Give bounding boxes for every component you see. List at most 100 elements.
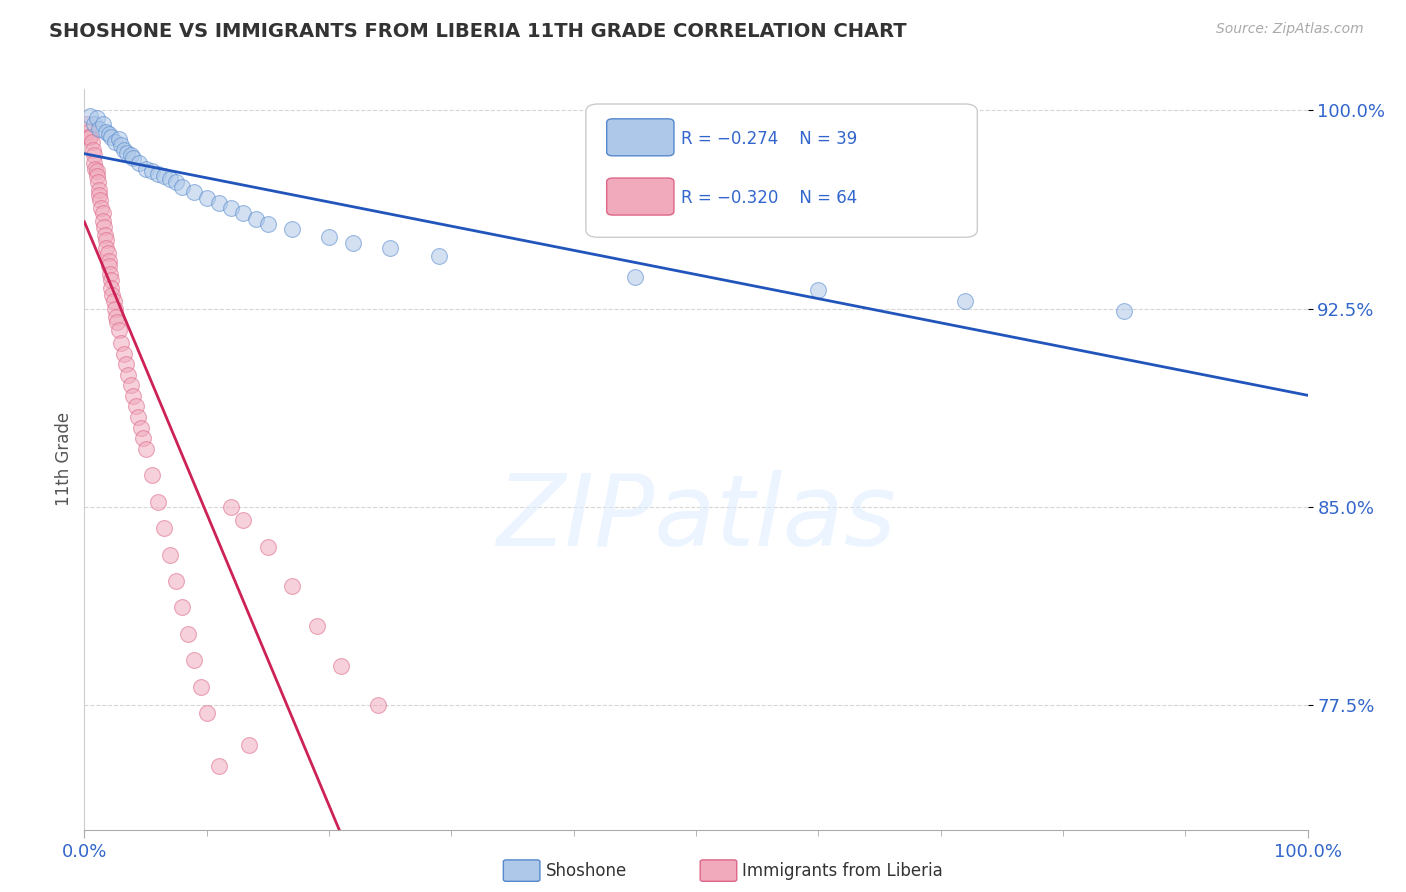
- Point: [342, 235, 364, 250]
- Point: [87, 188, 110, 202]
- Point: [318, 230, 340, 244]
- Point: [100, 129, 122, 144]
- Point: [91, 117, 114, 131]
- Point: [84, 161, 107, 176]
- Point: [100, 272, 122, 286]
- Point: [153, 521, 176, 535]
- Point: [165, 574, 187, 588]
- Point: [129, 420, 152, 434]
- Point: [125, 400, 148, 414]
- FancyBboxPatch shape: [606, 119, 673, 156]
- Point: [159, 172, 181, 186]
- Point: [87, 121, 110, 136]
- Point: [86, 169, 108, 184]
- Point: [96, 233, 118, 247]
- Point: [232, 206, 254, 220]
- Point: [117, 368, 139, 382]
- Point: [86, 112, 108, 126]
- Point: [90, 201, 112, 215]
- Point: [120, 148, 142, 162]
- Point: [79, 129, 101, 144]
- Point: [112, 143, 135, 157]
- Point: [281, 222, 304, 236]
- Point: [165, 175, 187, 189]
- Point: [1114, 304, 1136, 318]
- Point: [97, 127, 120, 141]
- Point: [80, 135, 103, 149]
- Point: [624, 269, 647, 284]
- Point: [146, 167, 169, 181]
- Y-axis label: 11th Grade: 11th Grade: [55, 412, 73, 507]
- Point: [146, 494, 169, 508]
- Point: [238, 738, 260, 752]
- Point: [112, 346, 135, 360]
- Point: [305, 619, 328, 633]
- Point: [128, 156, 150, 170]
- Point: [190, 680, 212, 694]
- Point: [427, 249, 450, 263]
- Point: [94, 227, 117, 242]
- Point: [105, 310, 128, 324]
- Point: [101, 288, 124, 302]
- Point: [807, 283, 830, 297]
- Point: [97, 246, 120, 260]
- Point: [177, 627, 200, 641]
- Point: [122, 151, 145, 165]
- Point: [122, 389, 145, 403]
- Point: [245, 211, 267, 226]
- Point: [77, 129, 100, 144]
- Point: [195, 191, 218, 205]
- Point: [132, 431, 155, 445]
- Point: [76, 117, 98, 131]
- Text: R = −0.274    N = 39: R = −0.274 N = 39: [682, 130, 858, 148]
- Point: [257, 540, 280, 554]
- Point: [330, 658, 353, 673]
- Point: [153, 169, 176, 184]
- Point: [105, 315, 128, 329]
- Point: [232, 513, 254, 527]
- Point: [208, 195, 231, 210]
- Point: [77, 124, 100, 138]
- Point: [115, 357, 138, 371]
- Text: Source: ZipAtlas.com: Source: ZipAtlas.com: [1216, 22, 1364, 37]
- Point: [91, 206, 114, 220]
- FancyBboxPatch shape: [606, 178, 673, 215]
- FancyBboxPatch shape: [586, 104, 977, 237]
- Point: [257, 217, 280, 231]
- Point: [219, 201, 242, 215]
- Point: [115, 145, 138, 160]
- Point: [367, 698, 389, 713]
- Text: R = −0.320    N = 64: R = −0.320 N = 64: [682, 189, 858, 207]
- Point: [120, 378, 142, 392]
- Point: [281, 579, 304, 593]
- Point: [141, 468, 163, 483]
- Point: [141, 164, 163, 178]
- Point: [380, 241, 402, 255]
- Point: [172, 600, 194, 615]
- Point: [104, 135, 127, 149]
- Point: [107, 323, 129, 337]
- Point: [96, 124, 118, 138]
- Point: [104, 301, 127, 316]
- Text: ZIPatlas: ZIPatlas: [496, 470, 896, 567]
- Point: [208, 759, 231, 773]
- Point: [97, 254, 120, 268]
- Point: [86, 164, 108, 178]
- Point: [89, 193, 111, 207]
- Point: [127, 410, 149, 425]
- Point: [110, 137, 132, 152]
- Point: [183, 653, 205, 667]
- Point: [93, 219, 115, 234]
- Point: [91, 214, 114, 228]
- Point: [183, 186, 205, 200]
- Point: [107, 132, 129, 146]
- Point: [135, 442, 157, 456]
- Point: [100, 280, 122, 294]
- Point: [953, 293, 976, 308]
- Point: [135, 161, 157, 176]
- Point: [83, 156, 105, 170]
- Text: Immigrants from Liberia: Immigrants from Liberia: [742, 862, 943, 880]
- Point: [97, 260, 120, 274]
- Point: [87, 175, 110, 189]
- Point: [195, 706, 218, 721]
